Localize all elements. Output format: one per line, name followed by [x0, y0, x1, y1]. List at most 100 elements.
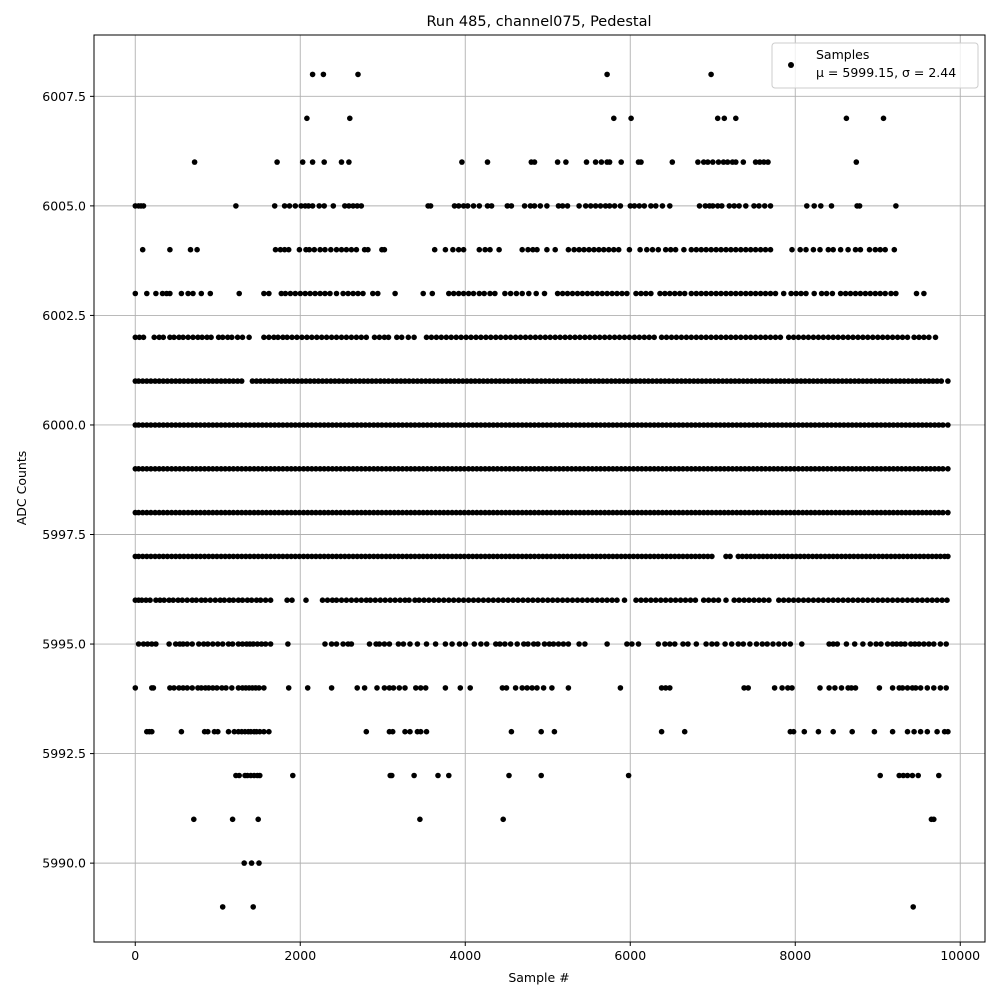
data-point: [313, 509, 319, 516]
data-point: [820, 509, 827, 516]
data-point: [800, 334, 807, 341]
data-point: [643, 509, 649, 516]
data-point: [756, 203, 762, 209]
data-point: [626, 246, 633, 253]
data-point: [342, 203, 348, 209]
data-point: [624, 290, 630, 297]
data-point: [267, 422, 274, 428]
data-point: [160, 334, 167, 341]
data-point: [478, 553, 484, 560]
data-point: [478, 641, 484, 647]
data-point: [498, 422, 505, 428]
data-point: [913, 290, 920, 297]
data-point: [810, 246, 817, 253]
data-point: [358, 334, 365, 341]
data-point: [403, 422, 410, 428]
data-point: [552, 334, 558, 341]
data-point: [766, 422, 773, 428]
data-point: [304, 685, 311, 691]
data-point: [797, 246, 803, 253]
data-point: [860, 597, 866, 603]
data-point: [387, 466, 394, 472]
data-point: [262, 641, 269, 647]
data-point: [573, 553, 579, 560]
data-point: [790, 728, 797, 735]
data-point: [610, 466, 616, 472]
data-point: [321, 422, 328, 428]
data-point: [513, 378, 520, 384]
y-tick-label: 5997.5: [42, 527, 86, 542]
data-point: [230, 509, 237, 516]
data-point: [338, 334, 345, 341]
data-point: [676, 553, 682, 560]
data-point: [909, 378, 916, 384]
data-point: [721, 422, 728, 428]
data-point: [214, 509, 220, 516]
data-point: [900, 772, 907, 779]
data-point: [743, 203, 749, 209]
data-point: [172, 378, 179, 384]
data-point: [768, 553, 775, 560]
data-point: [934, 728, 940, 735]
data-point: [455, 597, 462, 603]
data-point: [395, 466, 402, 472]
data-point: [940, 509, 946, 516]
data-point: [426, 597, 432, 603]
data-point: [800, 597, 807, 603]
data-point: [346, 466, 352, 472]
data-point: [750, 509, 756, 516]
data-point: [659, 466, 666, 472]
data-point: [888, 553, 894, 560]
data-point: [585, 466, 591, 472]
data-point: [379, 553, 385, 560]
data-point: [618, 466, 624, 472]
data-point: [843, 378, 850, 384]
data-point: [740, 378, 747, 384]
data-point: [555, 203, 562, 209]
data-point: [495, 597, 502, 603]
data-point: [407, 641, 413, 647]
data-point: [604, 71, 610, 78]
data-point: [486, 466, 493, 472]
data-point: [772, 290, 779, 297]
data-point: [601, 246, 607, 253]
data-point: [708, 334, 714, 341]
data-point: [559, 378, 565, 384]
data-point: [785, 334, 792, 341]
data-point: [688, 334, 695, 341]
data-point: [849, 466, 855, 472]
data-point: [593, 509, 600, 516]
data-point: [234, 466, 241, 472]
data-point: [916, 641, 922, 647]
data-point: [811, 203, 817, 209]
data-point: [587, 378, 594, 384]
data-point: [262, 378, 268, 384]
data-point: [842, 553, 849, 560]
data-point: [406, 378, 412, 384]
data-point: [721, 509, 728, 516]
legend: Samples μ = 5999.15, σ = 2.44: [771, 42, 979, 89]
data-point: [575, 378, 582, 384]
data-point: [931, 509, 938, 516]
data-point: [333, 641, 340, 647]
data-point: [422, 378, 429, 384]
data-point: [569, 290, 576, 297]
data-point: [762, 246, 769, 253]
data-point: [910, 904, 916, 910]
data-point: [552, 509, 558, 516]
data-point: [402, 728, 408, 735]
data-point: [350, 509, 356, 516]
data-point: [672, 422, 678, 428]
data-point: [381, 334, 388, 341]
data-point: [629, 378, 635, 384]
data-point: [457, 466, 464, 472]
data-point: [166, 597, 172, 603]
data-point: [830, 728, 836, 735]
data-point: [238, 466, 245, 472]
data-point: [210, 378, 216, 384]
data-point: [917, 553, 923, 560]
data-point: [193, 597, 200, 603]
data-point: [688, 553, 695, 560]
data-point: [483, 641, 490, 647]
data-point: [919, 509, 926, 516]
